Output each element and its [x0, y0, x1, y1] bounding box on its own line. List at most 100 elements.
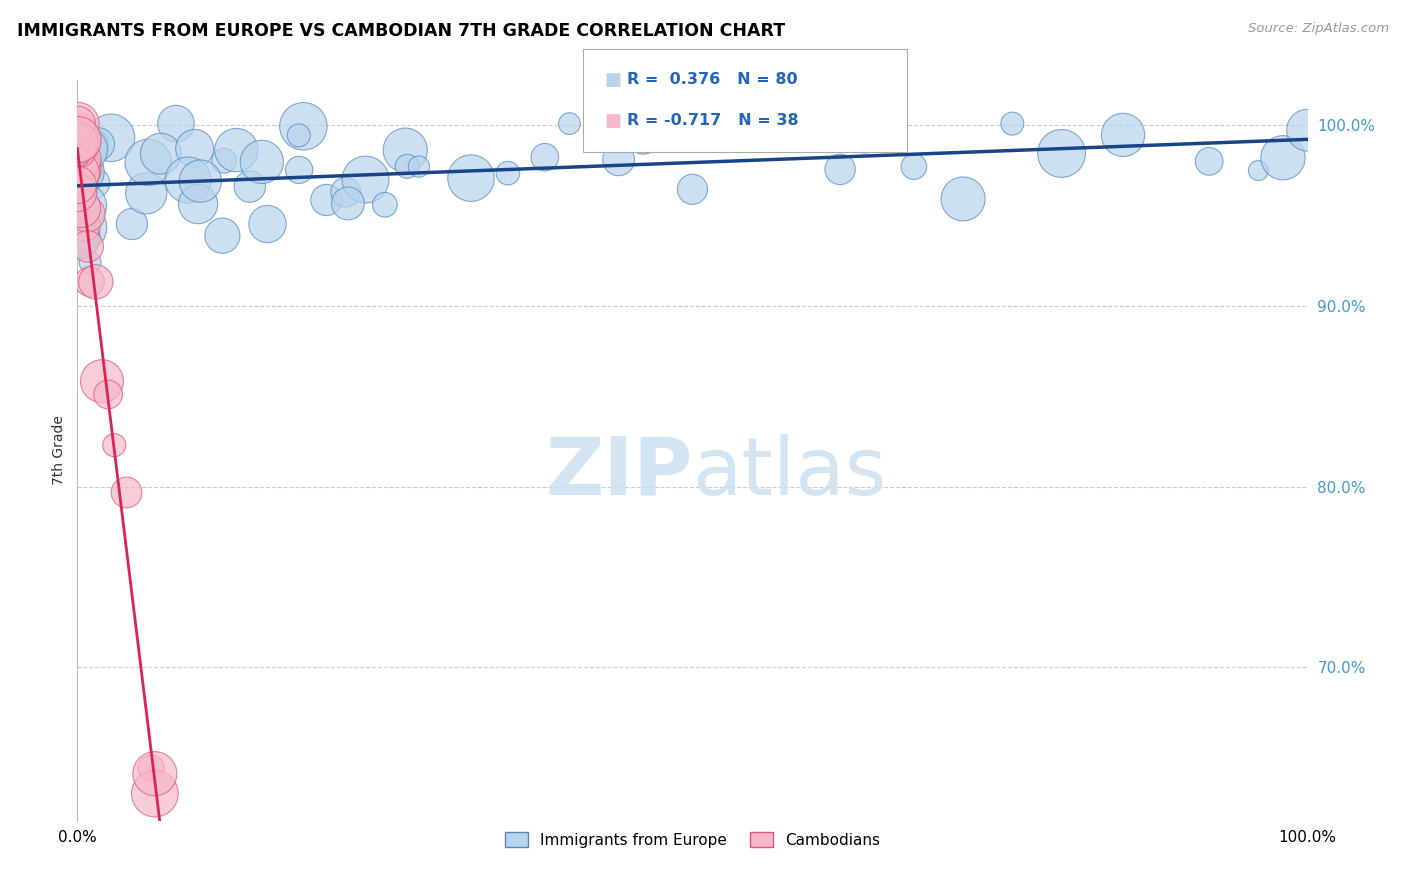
Point	[66, 148, 89, 162]
Point	[66, 158, 89, 172]
Point	[66, 174, 89, 188]
Point	[66, 148, 89, 162]
Point	[211, 228, 233, 243]
Point	[1296, 123, 1319, 137]
Point	[394, 143, 416, 157]
Point	[66, 124, 89, 138]
Point	[97, 387, 120, 401]
Point	[73, 219, 96, 233]
Point	[67, 200, 90, 214]
Legend: Immigrants from Europe, Cambodians: Immigrants from Europe, Cambodians	[499, 825, 886, 854]
Point	[72, 220, 94, 235]
Point	[66, 143, 89, 157]
Text: IMMIGRANTS FROM EUROPE VS CAMBODIAN 7TH GRADE CORRELATION CHART: IMMIGRANTS FROM EUROPE VS CAMBODIAN 7TH …	[17, 22, 785, 40]
Point	[73, 161, 96, 176]
Point	[67, 158, 90, 172]
Point	[183, 141, 205, 155]
Point	[66, 133, 89, 147]
Y-axis label: 7th Grade: 7th Grade	[52, 416, 66, 485]
Point	[80, 137, 103, 152]
Point	[69, 179, 91, 194]
Point	[66, 178, 89, 192]
Point	[121, 217, 143, 231]
Point	[66, 162, 89, 177]
Text: Source: ZipAtlas.com: Source: ZipAtlas.com	[1249, 22, 1389, 36]
Point	[103, 438, 125, 452]
Point	[72, 192, 94, 206]
Point	[69, 232, 91, 246]
Point	[67, 134, 90, 148]
Point	[67, 227, 90, 242]
Point	[496, 166, 519, 180]
Point	[67, 169, 90, 184]
Point	[66, 159, 89, 173]
Point	[292, 120, 315, 134]
Point	[67, 202, 90, 216]
Point	[1198, 154, 1220, 169]
Point	[1247, 163, 1270, 178]
Point	[69, 122, 91, 136]
Point	[67, 176, 90, 190]
Point	[72, 235, 94, 250]
Point	[952, 192, 974, 206]
Point	[149, 146, 172, 161]
Point	[804, 124, 827, 138]
Point	[67, 149, 90, 163]
Point	[143, 766, 166, 780]
Point	[70, 202, 93, 216]
Point	[188, 174, 212, 188]
Point	[66, 133, 89, 147]
Point	[87, 137, 110, 152]
Point	[337, 196, 360, 211]
Point	[315, 193, 337, 207]
Point	[742, 117, 765, 131]
Point	[115, 485, 138, 500]
Text: ZIP: ZIP	[546, 434, 693, 512]
Point	[354, 172, 377, 186]
Text: R =  0.376   N = 80: R = 0.376 N = 80	[627, 72, 797, 87]
Point	[903, 160, 925, 174]
Point	[67, 222, 90, 236]
Point	[66, 117, 89, 131]
Point	[73, 143, 96, 157]
Point	[76, 207, 98, 221]
Point	[558, 117, 581, 131]
Text: ■: ■	[605, 112, 621, 130]
Point	[408, 160, 430, 174]
Point	[256, 217, 278, 231]
Point	[100, 130, 122, 145]
Point	[250, 155, 273, 169]
Point	[1272, 151, 1295, 165]
Text: atlas: atlas	[693, 434, 887, 512]
Point	[70, 161, 93, 175]
Point	[79, 275, 101, 289]
Point	[1001, 117, 1024, 131]
Point	[396, 159, 419, 173]
Point	[177, 173, 200, 187]
Point	[66, 186, 89, 200]
Point	[70, 219, 93, 233]
Point	[66, 166, 89, 180]
Point	[1050, 146, 1073, 161]
Point	[84, 275, 107, 289]
Point	[79, 255, 101, 269]
Point	[141, 761, 163, 775]
Point	[75, 195, 97, 210]
Point	[69, 161, 91, 176]
Point	[69, 161, 91, 176]
Point	[73, 198, 96, 212]
Point	[67, 211, 90, 225]
Point	[67, 153, 90, 167]
Point	[67, 228, 90, 243]
Point	[66, 135, 89, 149]
Point	[1112, 128, 1135, 142]
Point	[830, 162, 852, 177]
Point	[67, 154, 90, 169]
Point	[83, 176, 105, 190]
Text: ■: ■	[605, 70, 621, 88]
Point	[239, 179, 262, 194]
Point	[225, 143, 247, 157]
Point	[187, 197, 209, 211]
Point	[90, 374, 114, 388]
Text: R = -0.717   N = 38: R = -0.717 N = 38	[627, 113, 799, 128]
